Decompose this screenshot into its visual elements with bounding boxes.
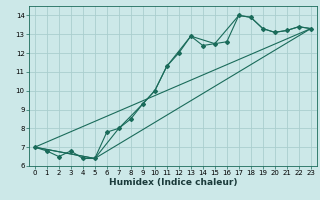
X-axis label: Humidex (Indice chaleur): Humidex (Indice chaleur) [108,178,237,187]
